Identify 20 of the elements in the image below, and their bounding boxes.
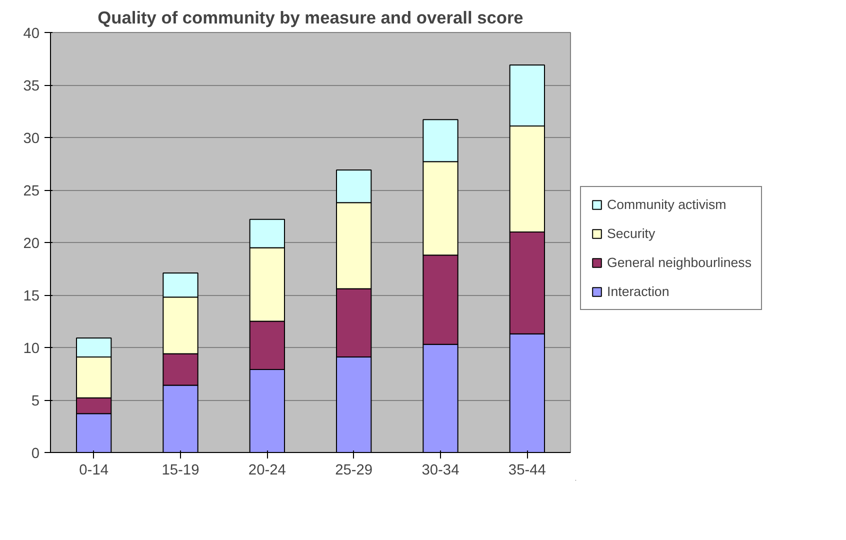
y-tick-label: 15: [23, 288, 40, 304]
x-tick-label: 0-14: [79, 462, 109, 478]
y-tick-label: 25: [23, 184, 40, 200]
x-tick-label: 25-29: [335, 462, 373, 478]
legend-label: Interaction: [607, 284, 670, 299]
y-tick-label: 0: [31, 446, 40, 462]
y-tick-label: 30: [23, 131, 40, 147]
y-tick-label: 40: [23, 26, 40, 42]
legend-label: Security: [607, 226, 656, 241]
y-tick-label: 10: [23, 341, 40, 357]
x-tick-label: 35-44: [508, 462, 546, 478]
y-tick-label: 35: [23, 78, 40, 94]
x-tick-label: 20-24: [248, 462, 286, 478]
chart-title: Quality of community by measure and overall score: [98, 8, 524, 28]
x-tick-label: 30-34: [422, 462, 460, 478]
y-tick-label: 5: [31, 394, 40, 410]
legend-label: Community activism: [607, 197, 726, 212]
x-tick-label: 15-19: [162, 462, 200, 478]
y-tick-label: 20: [23, 236, 40, 252]
legend-label: General neighbourliness: [607, 255, 752, 270]
